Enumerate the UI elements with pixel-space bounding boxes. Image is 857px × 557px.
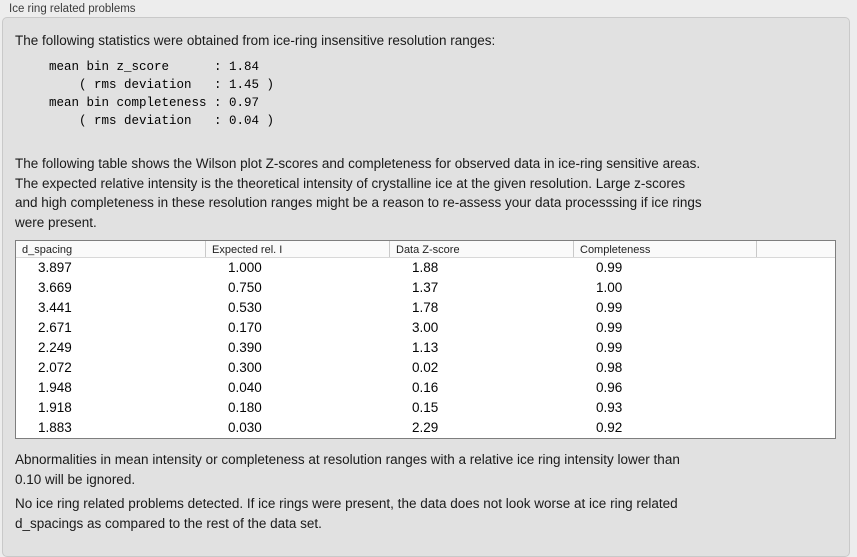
table-cell	[757, 358, 835, 378]
table-cell: 0.99	[596, 260, 623, 275]
table-cell: 0.02	[412, 360, 439, 375]
ignore-note-text: Abnormalities in mean intensity or compl…	[15, 452, 680, 487]
table-cell: 1.883	[38, 420, 72, 435]
table-cell: 0.750	[228, 280, 262, 295]
table-cell: 1.88	[412, 260, 439, 275]
table-cell	[757, 378, 835, 398]
table-cell	[757, 278, 835, 298]
table-cell: 0.99	[596, 300, 623, 315]
table-cell: 0.98	[596, 360, 623, 375]
column-header-d-spacing[interactable]: d_spacing	[16, 241, 206, 257]
table-cell: 0.92	[596, 420, 623, 435]
table-cell: 3.441	[38, 300, 72, 315]
table-row[interactable]: 3.669 0.750 1.37 1.00	[16, 278, 835, 298]
statistics-block: mean bin z_score : 1.84 ( rms deviation …	[49, 60, 275, 128]
table-cell: 0.030	[228, 420, 262, 435]
column-header-completeness[interactable]: Completeness	[574, 241, 757, 257]
table-cell: 1.000	[228, 260, 262, 275]
table-row[interactable]: 2.072 0.300 0.02 0.98	[16, 358, 835, 378]
table-cell: 0.040	[228, 380, 262, 395]
table-cell	[757, 258, 835, 278]
table-row[interactable]: 1.883 0.030 2.29 0.92	[16, 418, 835, 438]
table-cell	[757, 338, 835, 358]
table-cell: 3.897	[38, 260, 72, 275]
table-cell: 0.96	[596, 380, 623, 395]
table-cell: 1.37	[412, 280, 439, 295]
table-cell: 0.530	[228, 300, 262, 315]
column-header-empty[interactable]	[757, 241, 835, 257]
results-table: d_spacing Expected rel. I Data Z-score Comp…	[15, 240, 836, 439]
statistics-intro-text: The following statistics were obtained f…	[15, 33, 496, 48]
table-cell: 2.671	[38, 320, 72, 335]
table-cell: 2.072	[38, 360, 72, 375]
table-cell: 1.948	[38, 380, 72, 395]
table-cell: 0.300	[228, 360, 262, 375]
table-cell	[757, 298, 835, 318]
table-row[interactable]: 3.441 0.530 1.78 0.99	[16, 298, 835, 318]
table-row[interactable]: 2.671 0.170 3.00 0.99	[16, 318, 835, 338]
conclusion-text: No ice ring related problems detected. I…	[15, 496, 678, 531]
table-cell	[757, 318, 835, 338]
table-row[interactable]: 1.948 0.040 0.16 0.96	[16, 378, 835, 398]
column-header-data-z-score[interactable]: Data Z-score	[390, 241, 574, 257]
table-cell: 1.918	[38, 400, 72, 415]
table-cell: 0.16	[412, 380, 439, 395]
table-cell: 1.00	[596, 280, 623, 295]
table-cell: 0.180	[228, 400, 262, 415]
table-cell: 2.29	[412, 420, 439, 435]
table-header-row: d_spacing Expected rel. I Data Z-score Comp…	[16, 241, 835, 258]
table-cell: 0.15	[412, 400, 439, 415]
table-row[interactable]: 1.918 0.180 0.15 0.93	[16, 398, 835, 418]
table-body: 3.897 1.000 1.88 0.99 3.669 0.750 1.37 1.00 3.44…	[16, 258, 835, 438]
table-cell: 0.99	[596, 340, 623, 355]
table-cell	[757, 418, 835, 438]
table-cell: 2.249	[38, 340, 72, 355]
table-cell: 0.390	[228, 340, 262, 355]
table-row[interactable]: 3.897 1.000 1.88 0.99	[16, 258, 835, 278]
panel-title: Ice ring related problems	[9, 3, 136, 15]
table-cell: 0.93	[596, 400, 623, 415]
table-cell: 0.170	[228, 320, 262, 335]
ice-ring-panel: The following statistics were obtained f…	[2, 17, 850, 557]
table-cell: 0.99	[596, 320, 623, 335]
table-cell: 1.13	[412, 340, 439, 355]
table-description-text: The following table shows the Wilson plo…	[15, 156, 702, 230]
table-cell	[757, 398, 835, 418]
column-header-expected-rel-i[interactable]: Expected rel. I	[206, 241, 390, 257]
table-cell: 3.669	[38, 280, 72, 295]
table-row[interactable]: 2.249 0.390 1.13 0.99	[16, 338, 835, 358]
table-cell: 1.78	[412, 300, 439, 315]
table-cell: 3.00	[412, 320, 439, 335]
